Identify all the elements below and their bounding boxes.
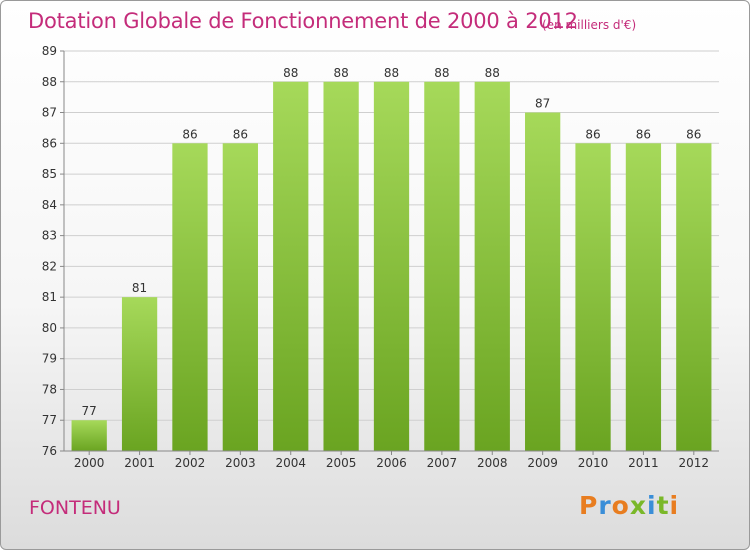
logo-letter: t bbox=[656, 491, 670, 520]
bar bbox=[121, 297, 158, 451]
y-tick-label: 83 bbox=[42, 229, 57, 243]
data-label: 88 bbox=[485, 66, 500, 80]
x-tick-label: 2000 bbox=[74, 456, 105, 470]
y-tick-label: 85 bbox=[42, 167, 57, 181]
y-tick-label: 86 bbox=[42, 136, 57, 150]
y-tick-label: 76 bbox=[42, 444, 57, 458]
y-tick-label: 84 bbox=[42, 198, 57, 212]
x-tick-label: 2002 bbox=[175, 456, 206, 470]
bar bbox=[273, 81, 309, 452]
y-tick-label: 81 bbox=[42, 290, 57, 304]
logo-letter: i bbox=[647, 491, 657, 520]
data-label: 88 bbox=[434, 66, 449, 80]
x-tick-label: 2007 bbox=[427, 456, 458, 470]
data-label: 86 bbox=[233, 127, 248, 141]
bar bbox=[474, 81, 510, 452]
data-label: 86 bbox=[686, 127, 701, 141]
logo-letter: r bbox=[598, 491, 612, 520]
bar bbox=[625, 143, 662, 452]
bar bbox=[525, 112, 561, 452]
data-label: 88 bbox=[384, 66, 399, 80]
bar bbox=[373, 81, 410, 452]
x-tick-label: 2009 bbox=[527, 456, 558, 470]
y-tick-label: 77 bbox=[42, 413, 57, 427]
x-tick-label: 2001 bbox=[124, 456, 155, 470]
commune-name: FONTENU bbox=[29, 497, 121, 519]
data-label: 87 bbox=[535, 97, 550, 111]
bar bbox=[676, 143, 712, 452]
data-label: 86 bbox=[585, 127, 600, 141]
bar bbox=[71, 420, 107, 451]
x-tick-label: 2003 bbox=[225, 456, 256, 470]
logo-letter: o bbox=[611, 491, 630, 520]
logo-letter: i bbox=[669, 491, 680, 520]
chart-title: Dotation Globale de Fonctionnement de 20… bbox=[28, 9, 578, 33]
data-label: 88 bbox=[283, 66, 298, 80]
y-tick-label: 80 bbox=[42, 321, 57, 335]
bar bbox=[575, 143, 611, 452]
bar bbox=[424, 81, 460, 452]
data-label: 86 bbox=[636, 127, 651, 141]
x-tick-label: 2010 bbox=[578, 456, 609, 470]
x-tick-label: 2011 bbox=[628, 456, 659, 470]
data-label: 77 bbox=[82, 404, 97, 418]
y-tick-label: 82 bbox=[42, 259, 57, 273]
bar bbox=[172, 143, 208, 452]
y-tick-label: 88 bbox=[42, 75, 57, 89]
x-tick-label: 2008 bbox=[477, 456, 508, 470]
x-tick-label: 2006 bbox=[376, 456, 407, 470]
y-tick-label: 89 bbox=[42, 44, 57, 58]
bar bbox=[222, 143, 258, 452]
logo-letter: x bbox=[629, 491, 647, 520]
data-label: 86 bbox=[182, 127, 197, 141]
data-label: 88 bbox=[333, 66, 348, 80]
bar bbox=[323, 81, 359, 452]
logo-letter: P bbox=[579, 491, 599, 520]
proxiti-logo: Proxiti bbox=[579, 491, 679, 520]
data-label: 81 bbox=[132, 281, 147, 295]
x-tick-label: 2004 bbox=[275, 456, 306, 470]
x-tick-label: 2005 bbox=[326, 456, 357, 470]
chart-unit: (en milliers d'€) bbox=[542, 18, 637, 32]
y-tick-label: 79 bbox=[42, 352, 57, 366]
y-tick-label: 87 bbox=[42, 106, 57, 120]
y-tick-label: 78 bbox=[42, 382, 57, 396]
x-tick-label: 2012 bbox=[679, 456, 710, 470]
